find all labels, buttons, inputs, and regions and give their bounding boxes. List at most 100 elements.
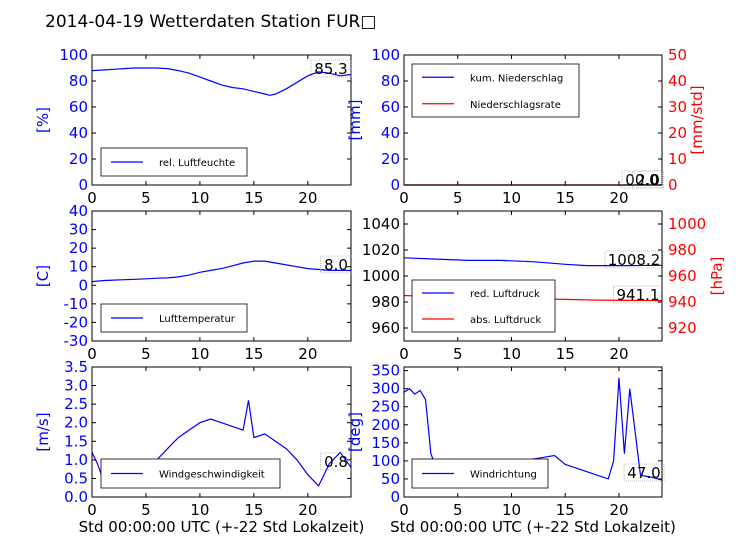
x-tick-label: 10 xyxy=(190,501,209,519)
y-tick-label: 0 xyxy=(78,276,88,294)
y2-tick-label: 1000 xyxy=(668,215,706,233)
x-tick-label: 0 xyxy=(87,501,97,519)
x-tick-label: 10 xyxy=(190,345,209,363)
y-axis-label: [hPa] xyxy=(708,257,726,296)
plot-frame-precip xyxy=(403,54,663,186)
y-tick-label: 40 xyxy=(69,202,88,220)
y-tick-label: -10 xyxy=(64,295,89,313)
y2-tick-label: 980 xyxy=(668,241,697,259)
panel-humidity: 0 5 10 15 20 0 20 40 60 80 100 [%] rel. Luftfeuchte 8… xyxy=(34,46,352,207)
y-tick-label: 2.0 xyxy=(64,414,88,432)
legend-entry: kum. Niederschlag xyxy=(470,73,563,84)
y-tick-label: 60 xyxy=(69,98,88,116)
x-tick-label: 5 xyxy=(141,345,151,363)
y-axis-label: [C] xyxy=(34,265,52,287)
y2-tick-label: 20 xyxy=(668,124,687,142)
plot-frame-winddir xyxy=(403,366,663,498)
x-tick-label: 15 xyxy=(244,189,263,207)
y-tick-label: 80 xyxy=(69,72,88,90)
x-tick-label: 0 xyxy=(87,345,97,363)
x-tick-label: 20 xyxy=(609,501,628,519)
y-tick-label: 40 xyxy=(69,124,88,142)
y-tick-label: 20 xyxy=(69,239,88,257)
y-tick-label: 960 xyxy=(371,319,400,337)
legend-pressure: red. Luftdruck abs. Luftdruck xyxy=(411,279,556,333)
y-tick-label: 100 xyxy=(59,46,88,64)
panel-temperature: 0 5 10 15 20-30-20-10010203040[C]Lufttempera… xyxy=(34,202,352,363)
x-tick-label: 5 xyxy=(453,345,463,363)
y-tick-label: 10 xyxy=(69,258,88,276)
y-tick-label: 150 xyxy=(371,434,400,452)
x-tick-label: 5 xyxy=(453,501,463,519)
y-tick-label: 1000 xyxy=(362,267,400,285)
y-tick-label: 0 xyxy=(390,176,400,194)
y-tick-label: 50 xyxy=(381,470,400,488)
y-tick-label: 1.0 xyxy=(64,451,88,469)
plot-frame-temperature xyxy=(91,210,352,342)
x-tick-label: 5 xyxy=(141,189,151,207)
y-tick-label: 1.5 xyxy=(64,432,88,450)
x-tick-label: 0 xyxy=(87,189,97,207)
value-annotation-box xyxy=(621,170,663,189)
y-tick-label: 100 xyxy=(371,46,400,64)
legend-winddir: Windrichtung xyxy=(411,458,549,489)
y2-tick-label: 40 xyxy=(668,72,687,90)
legend-box xyxy=(411,279,556,333)
y-tick-label: 80 xyxy=(381,72,400,90)
y-tick-label: 0 xyxy=(78,176,88,194)
x-tick-label: 10 xyxy=(190,189,209,207)
plot-frame-windspeed xyxy=(91,366,352,498)
x-tick-label: 0 xyxy=(399,345,409,363)
series-line-pressure-0 xyxy=(403,257,663,267)
x-tick-label: 15 xyxy=(556,189,575,207)
y-tick-label: 30 xyxy=(69,221,88,239)
y-tick-label: 60 xyxy=(381,98,400,116)
legend-entry: red. Luftdruck xyxy=(470,289,540,300)
y-tick-label: 3.0 xyxy=(64,377,88,395)
y2-tick-label: 920 xyxy=(668,319,697,337)
y2-tick-label: 960 xyxy=(668,267,697,285)
legend-entry: Lufttemperatur xyxy=(159,314,236,325)
value-annotation: 00.0 xyxy=(625,171,658,189)
value-annotation-box xyxy=(613,285,663,304)
plot-frame-humidity xyxy=(91,54,352,186)
x-tick-label: 20 xyxy=(298,501,317,519)
value-annotation: 941.1 xyxy=(617,286,660,304)
value-annotation-box xyxy=(623,463,665,482)
y-tick-label: -30 xyxy=(64,332,89,350)
y-axis-label: [%] xyxy=(34,107,52,133)
x-tick-label: 15 xyxy=(556,501,575,519)
panel-windspeed: 0 5 10 15 20 0.00.51.01.52.02.53.03.5 [m/s] Std… xyxy=(34,358,364,536)
y-axis-label: [m/s] xyxy=(34,412,52,451)
y-tick-label: 0.0 xyxy=(64,488,88,506)
y-tick-label: 40 xyxy=(381,124,400,142)
series-line-temperature-0 xyxy=(91,260,351,283)
value-annotation-box xyxy=(310,59,352,78)
legend-temperature: Lufttemperatur xyxy=(100,303,248,333)
x-tick-label: 10 xyxy=(502,501,521,519)
value-annotation: 0.8 xyxy=(324,453,348,471)
x-tick-label: 5 xyxy=(453,189,463,207)
y-axis-label: [mm] xyxy=(346,100,364,141)
y2-tick-label: 50 xyxy=(668,46,687,64)
value-annotation: 1008.2 xyxy=(608,251,661,269)
x-tick-label: 15 xyxy=(244,345,263,363)
x-tick-label: 15 xyxy=(556,345,575,363)
y-tick-label: 350 xyxy=(371,362,400,380)
x-axis-label: Std 00:00:00 UTC (+-22 Std Lokalzeit) xyxy=(79,518,365,536)
figure-title: 2014-04-19 Wetterdaten Station FUR□ xyxy=(45,12,376,32)
y-tick-label: 2.5 xyxy=(64,395,88,413)
x-tick-label: 10 xyxy=(502,345,521,363)
y2-tick-label: 30 xyxy=(668,98,687,116)
y-tick-label: 200 xyxy=(371,416,400,434)
x-tick-label: 15 xyxy=(244,501,263,519)
legend-entry: abs. Luftdruck xyxy=(470,315,541,326)
value-annotation: 47.0 xyxy=(627,464,660,482)
y-tick-label: 0 xyxy=(390,488,400,506)
value-annotation: 2.0 xyxy=(636,171,660,189)
y-tick-label: 980 xyxy=(371,293,400,311)
y-tick-label: 1040 xyxy=(362,215,400,233)
legend-entry: rel. Luftfeuchte xyxy=(159,158,235,169)
y-tick-label: -20 xyxy=(64,313,89,331)
x-axis-label: Std 00:00:00 UTC (+-22 Std Lokalzeit) xyxy=(390,518,676,536)
